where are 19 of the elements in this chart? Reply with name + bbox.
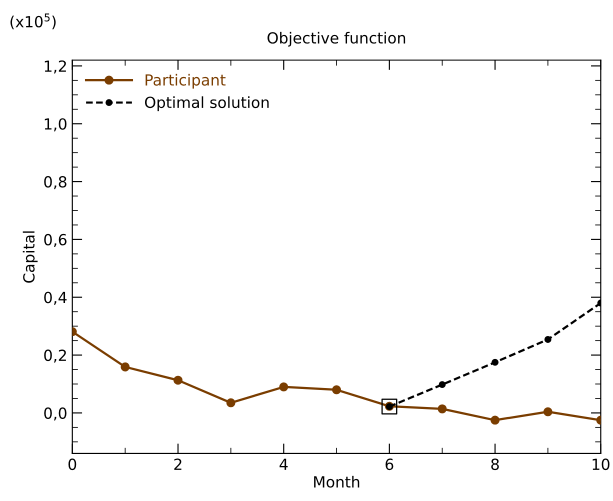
y-tick-label: 0,2: [44, 350, 66, 363]
y-tick-label: 0,4: [44, 292, 67, 305]
chart-title: Objective function: [268, 32, 406, 47]
x-tick-label: 6: [386, 458, 394, 470]
x-tick-label: 10: [592, 458, 610, 470]
y-tick-label: 1,2: [44, 60, 66, 74]
x-tick-label: 8: [491, 458, 499, 470]
legend-label: Optimal solution: [144, 96, 269, 112]
x-tick-label: 0: [68, 458, 76, 470]
x-tick-label: 4: [280, 458, 288, 470]
text: (x10$^{5}$): [10, 14, 56, 30]
y-tick-label: 0,8: [44, 176, 66, 190]
y-tick-label: 0,6: [44, 234, 67, 247]
y-tick-label: 1,0: [44, 118, 66, 132]
x-tick-label: 2: [174, 458, 182, 470]
x-axis-title: Month: [314, 476, 360, 488]
y-axis-title: Capital: [22, 231, 38, 283]
y-tick-label: 0,0: [44, 407, 66, 420]
legend-label: Participant: [146, 74, 226, 89]
